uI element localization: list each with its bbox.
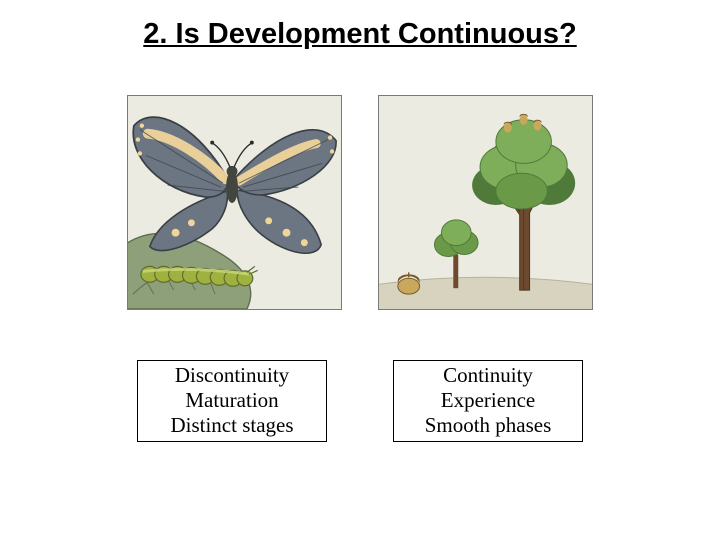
slide: 2. Is Development Continuous? bbox=[0, 0, 720, 540]
caption-line: Experience bbox=[398, 388, 578, 413]
caption-line: Maturation bbox=[142, 388, 322, 413]
caption-line: Discontinuity bbox=[142, 363, 322, 388]
caption-line: Continuity bbox=[398, 363, 578, 388]
caption-continuity: Continuity Experience Smooth phases bbox=[393, 360, 583, 442]
caption-line: Smooth phases bbox=[398, 413, 578, 438]
slide-title: 2. Is Development Continuous? bbox=[0, 18, 720, 51]
caption-discontinuity: Discontinuity Maturation Distinct stages bbox=[137, 360, 327, 442]
illustration-row bbox=[0, 95, 720, 310]
caption-row: Discontinuity Maturation Distinct stages… bbox=[0, 360, 720, 442]
butterfly-svg bbox=[128, 96, 341, 309]
butterfly-caterpillar-illustration bbox=[127, 95, 342, 310]
oak-svg bbox=[379, 96, 592, 309]
caption-line: Distinct stages bbox=[142, 413, 322, 438]
oak-growth-illustration bbox=[378, 95, 593, 310]
